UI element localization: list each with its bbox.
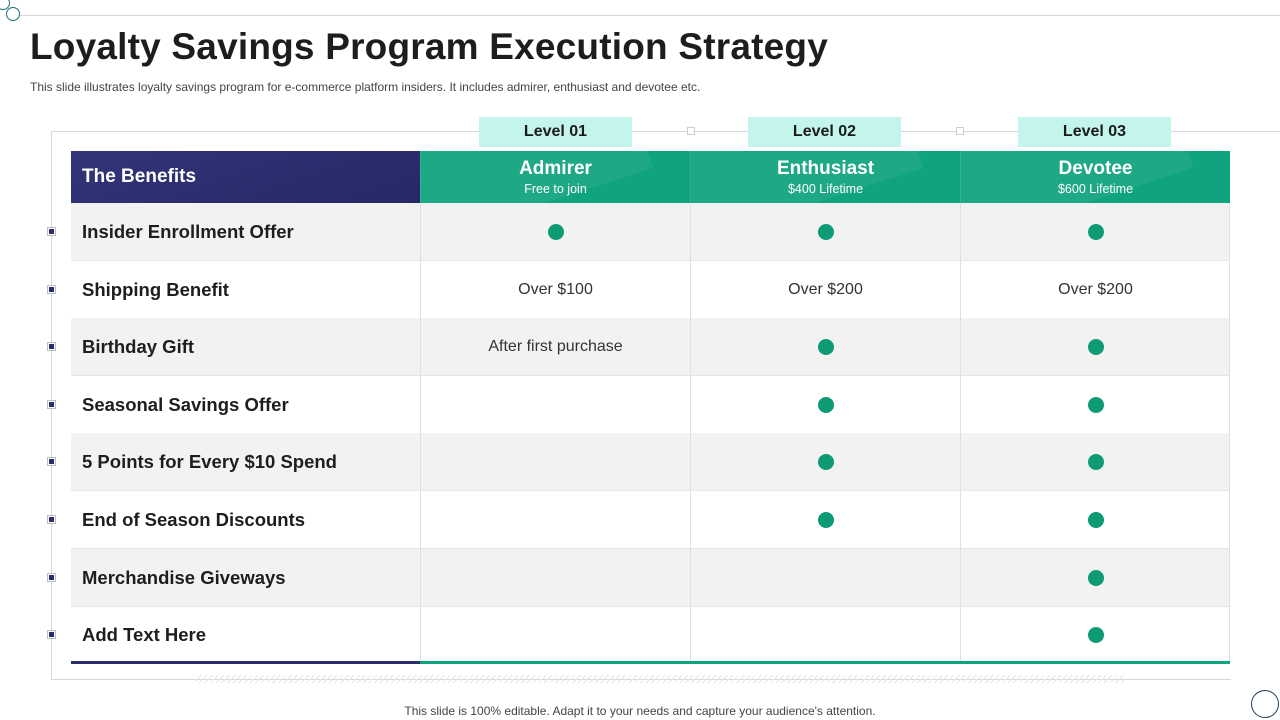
row-bullet-icon [47,573,56,582]
level-header-admirer: Admirer Free to join [420,151,690,203]
table-cell-c1 [420,549,690,606]
table-cell-c1: Over $100 [420,261,690,318]
level-name: Enthusiast [776,158,875,179]
level-name: Devotee [1058,158,1133,179]
table-row: 5 Points for Every $10 Spend [71,433,1230,491]
table-row: Shipping Benefit Over $100 Over $200 Over $… [71,261,1230,319]
table-cell-c2 [690,376,960,433]
row-bullet-icon [47,630,56,639]
hatch-decoration [195,675,1125,683]
included-dot-icon [817,453,834,470]
included-dot-icon [1087,223,1104,240]
table-cell-c3 [960,433,1230,490]
table-cell-c2 [690,203,960,260]
included-dot-icon [1087,338,1104,355]
cell-text: Over $100 [518,280,593,298]
corner-circle-decoration [1251,690,1279,718]
footer-note: This slide is 100% editable. Adapt it to… [404,704,876,718]
table-cell-c1 [420,376,690,433]
page-title: Loyalty Savings Program Execution Strate… [30,26,828,67]
table-cell-c3 [960,203,1230,260]
table-cell-c1 [420,433,690,490]
table-row: Birthday Gift After first purchase [71,318,1230,376]
row-bullet-icon [47,457,56,466]
row-bullet-icon [47,285,56,294]
included-dot-icon [817,511,834,528]
benefit-label: Seasonal Savings Offer [82,393,289,415]
table-cell-c2 [690,549,960,606]
table-cell-c3 [960,376,1230,433]
cell-text: Over $200 [788,280,863,298]
included-dot-icon [1087,396,1104,413]
benefit-label: Add Text Here [82,623,207,645]
benefit-label: Birthday Gift [82,335,195,357]
table-cell-c1: After first purchase [420,318,690,375]
included-dot-icon [817,338,834,355]
benefit-label: 5 Points for Every $10 Spend [82,450,337,472]
table-cell-c2: Over $200 [690,261,960,318]
connector-square [956,127,964,135]
top-divider [20,15,1280,16]
cell-text: Over $200 [1058,280,1133,298]
included-dot-icon [817,396,834,413]
table-cell-c3 [960,549,1230,606]
cell-text: After first purchase [488,337,623,355]
level-tag-03: Level 03 [1018,117,1171,147]
table-cell-c1 [420,491,690,548]
level-price: $400 Lifetime [787,182,864,196]
benefit-label: Shipping Benefit [82,278,229,300]
table-row: Insider Enrollment Offer [71,203,1230,261]
table-row: End of Season Discounts [71,491,1230,549]
benefit-label: Insider Enrollment Offer [82,220,294,242]
level-tag-01: Level 01 [479,117,632,147]
row-bullet-icon [47,515,56,524]
page-subtitle: This slide illustrates loyalty savings p… [30,80,701,94]
frame-top-line [1171,131,1280,132]
table-row: Merchandise Giveways [71,549,1230,607]
table-cell-c3 [960,318,1230,375]
included-dot-icon [1087,569,1104,586]
table-row: Seasonal Savings Offer [71,376,1230,434]
row-bullet-icon [47,342,56,351]
benefit-label: Merchandise Giveways [82,566,286,588]
corner-circles-decoration [0,0,26,24]
row-bullet-icon [47,227,56,236]
table-cell-c2 [690,433,960,490]
table-cell-c2 [690,491,960,548]
level-tag-02: Level 02 [748,117,901,147]
included-dot-icon [1087,453,1104,470]
benefit-label: End of Season Discounts [82,508,306,530]
included-dot-icon [1087,511,1104,528]
table-bottom-border-teal [420,661,1230,664]
level-price: $600 Lifetime [1057,182,1134,196]
table-row: Add Text Here [71,606,1230,664]
level-name: Admirer [519,158,592,179]
level-header-enthusiast: Enthusiast $400 Lifetime [690,151,960,203]
level-price: Free to join [524,182,587,196]
table-cell-c3 [960,491,1230,548]
table-cell-c2 [690,318,960,375]
included-dot-icon [547,223,564,240]
included-dot-icon [1087,626,1104,643]
row-bullet-icon [47,400,56,409]
table-bottom-border-navy [71,661,420,664]
included-dot-icon [817,223,834,240]
level-header-devotee: Devotee $600 Lifetime [960,151,1230,203]
frame-top-line [51,131,479,132]
table-cell-c2 [690,606,960,663]
table-cell-c3: Over $200 [960,261,1230,318]
table-cell-c3 [960,606,1230,663]
benefits-header: The Benefits [71,151,420,203]
table-cell-c1 [420,606,690,663]
table-cell-c1 [420,203,690,260]
connector-square [687,127,695,135]
